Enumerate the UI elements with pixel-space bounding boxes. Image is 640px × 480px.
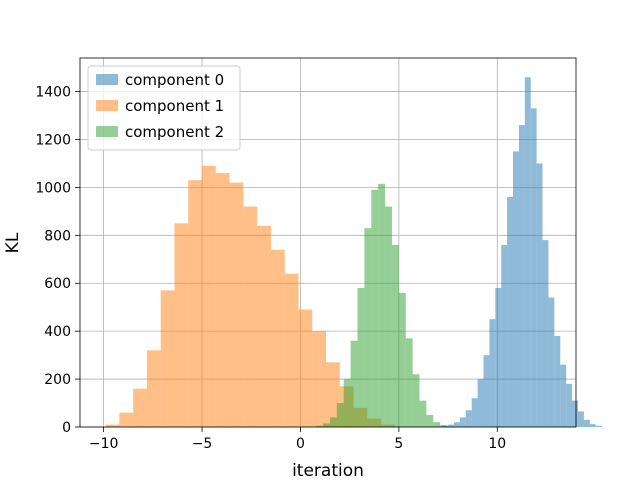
histogram-bar — [257, 225, 271, 427]
histogram-bar — [316, 425, 324, 427]
y-tick-label: 1400 — [35, 85, 71, 101]
histogram-bar — [459, 417, 466, 427]
histogram-bar — [391, 244, 399, 427]
series-0-bars — [436, 77, 602, 428]
histogram-bar — [146, 350, 161, 427]
histogram-bar — [174, 223, 189, 427]
histogram-bar — [378, 183, 386, 427]
histogram-bar — [453, 422, 460, 427]
histogram-bar — [336, 403, 344, 427]
histogram-bar — [343, 379, 351, 427]
histogram-bar — [507, 196, 514, 427]
histogram-bar — [465, 410, 472, 427]
histogram-bar — [133, 388, 147, 427]
x-tick-label: 0 — [296, 436, 305, 452]
histogram-bar — [572, 400, 578, 427]
x-tick-label: 5 — [394, 436, 403, 452]
histogram-bar — [501, 244, 508, 427]
histogram-bar — [433, 422, 441, 427]
histogram-bar — [419, 400, 427, 427]
histogram-bar — [202, 165, 216, 427]
legend: component 0 component 1 component 2 — [87, 65, 241, 151]
histogram-bar — [548, 297, 555, 427]
histogram-bar — [448, 424, 454, 427]
histogram-bar — [412, 374, 420, 427]
histogram-bar — [323, 423, 330, 427]
y-tick-label: 200 — [44, 372, 71, 388]
histogram-bars — [105, 77, 602, 428]
histogram-bar — [329, 417, 337, 427]
histogram-bar — [583, 419, 590, 427]
histogram-bar — [577, 411, 584, 427]
plot-frame — [79, 57, 577, 428]
histogram-bar — [542, 240, 549, 427]
histogram-bar — [489, 319, 496, 427]
axis-ticks: −10 −5 0 5 10 0 200 400 600 800 1000 1200 1400 — [35, 85, 506, 452]
histogram-bar — [426, 415, 434, 427]
histogram-bar — [371, 189, 379, 427]
histogram-bar — [495, 288, 502, 427]
histogram-bar — [160, 290, 175, 427]
histogram-bar — [188, 180, 203, 427]
histogram-bar — [560, 364, 567, 427]
series-2-bars — [316, 183, 448, 427]
histogram-bar — [326, 362, 340, 427]
histogram-bar — [243, 206, 258, 427]
y-tick-label: 0 — [62, 420, 71, 436]
series-1-bars — [105, 165, 395, 427]
y-axis-label: KL — [3, 232, 23, 253]
histogram-bar — [595, 425, 602, 427]
histogram-bar — [284, 273, 299, 427]
histogram-bar — [536, 163, 543, 427]
histogram-bar — [215, 173, 230, 427]
y-tick-label: 600 — [44, 276, 71, 292]
x-axis-label: iteration — [292, 461, 364, 480]
y-tick-label: 800 — [44, 228, 71, 244]
histogram-bar — [405, 338, 413, 427]
legend-label: component 0 — [125, 71, 224, 89]
histogram-bar — [312, 331, 327, 427]
histogram-bar — [350, 340, 358, 427]
histogram-bar — [530, 108, 537, 428]
legend-swatch — [96, 126, 118, 137]
legend-label: component 1 — [125, 97, 224, 115]
x-tick-label: −10 — [89, 436, 119, 452]
histogram-bar — [566, 383, 573, 427]
legend-swatch — [96, 100, 118, 111]
histogram-bar — [398, 292, 406, 427]
histogram-bar — [364, 228, 372, 427]
x-tick-label: −5 — [192, 436, 213, 452]
legend-label: component 2 — [125, 123, 224, 141]
histogram-bar — [524, 77, 531, 428]
histogram-bar — [589, 424, 596, 427]
histogram-bar — [119, 412, 134, 427]
histogram-bar — [440, 425, 448, 427]
histogram-bar — [270, 249, 285, 427]
histogram-bar — [483, 355, 490, 427]
histogram-bar — [105, 424, 120, 427]
legend-box — [87, 65, 241, 151]
histogram-bar — [554, 335, 561, 427]
x-tick-label: 10 — [488, 436, 506, 452]
histogram-bar — [477, 379, 484, 427]
histogram-bar — [471, 398, 478, 427]
histogram-bar — [298, 309, 313, 427]
y-tick-label: 1000 — [35, 180, 71, 196]
histogram-bar — [385, 206, 392, 427]
legend-swatch — [96, 74, 118, 85]
y-tick-label: 1200 — [35, 132, 71, 148]
histogram-bar — [518, 125, 525, 427]
y-tick-label: 400 — [44, 324, 71, 340]
histogram-bar — [229, 182, 244, 427]
histogram-bar — [513, 151, 519, 427]
histogram-bar — [357, 288, 365, 427]
